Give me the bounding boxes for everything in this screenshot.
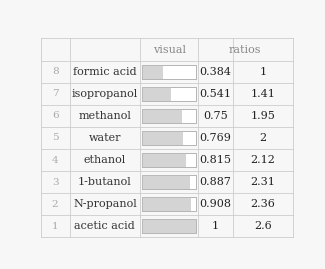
Bar [142,153,186,167]
Bar [142,109,196,123]
Bar [142,175,190,189]
Text: ratios: ratios [229,45,262,55]
Bar [142,197,191,211]
Bar [142,109,196,123]
Bar [142,197,196,211]
Text: 2: 2 [52,200,58,209]
Bar [142,197,196,211]
Bar [142,87,171,101]
Text: 6: 6 [52,111,58,120]
Text: 0.908: 0.908 [200,199,232,209]
Text: 1.95: 1.95 [251,111,275,121]
Text: acetic acid: acetic acid [74,221,135,231]
Bar [142,219,196,233]
Bar [142,219,196,233]
Bar [142,153,196,167]
Text: 2.6: 2.6 [254,221,272,231]
Text: 1: 1 [52,222,58,231]
Bar [142,131,196,145]
Text: isopropanol: isopropanol [72,89,138,99]
Text: 1.41: 1.41 [251,89,275,99]
Bar [142,87,196,101]
Text: visual: visual [152,45,186,55]
Text: 1: 1 [212,221,219,231]
Bar [142,65,163,79]
Bar [142,109,182,123]
Text: 0.769: 0.769 [200,133,232,143]
Text: 2.12: 2.12 [251,155,275,165]
Text: 5: 5 [52,133,58,142]
Text: 0.75: 0.75 [203,111,228,121]
Text: 4: 4 [52,155,58,165]
Bar [142,153,196,167]
Text: 2.31: 2.31 [251,177,275,187]
Text: water: water [89,133,121,143]
Text: 0.541: 0.541 [200,89,232,99]
Bar [142,175,196,189]
Text: 1-butanol: 1-butanol [78,177,132,187]
Text: methanol: methanol [78,111,131,121]
Text: 2: 2 [259,133,266,143]
Bar [142,175,196,189]
Text: ethanol: ethanol [84,155,126,165]
Text: 2.36: 2.36 [251,199,275,209]
Bar [142,65,196,79]
Text: 0.887: 0.887 [200,177,232,187]
Text: formic acid: formic acid [73,67,137,77]
Text: 3: 3 [52,178,58,187]
Text: 8: 8 [52,67,58,76]
Text: N-propanol: N-propanol [73,199,137,209]
Bar [142,131,183,145]
Text: 0.815: 0.815 [200,155,232,165]
Text: 1: 1 [259,67,266,77]
Text: 7: 7 [52,89,58,98]
Bar [142,219,196,233]
Text: 0.384: 0.384 [200,67,232,77]
Bar [142,131,196,145]
Bar [142,65,196,79]
Bar [142,87,196,101]
